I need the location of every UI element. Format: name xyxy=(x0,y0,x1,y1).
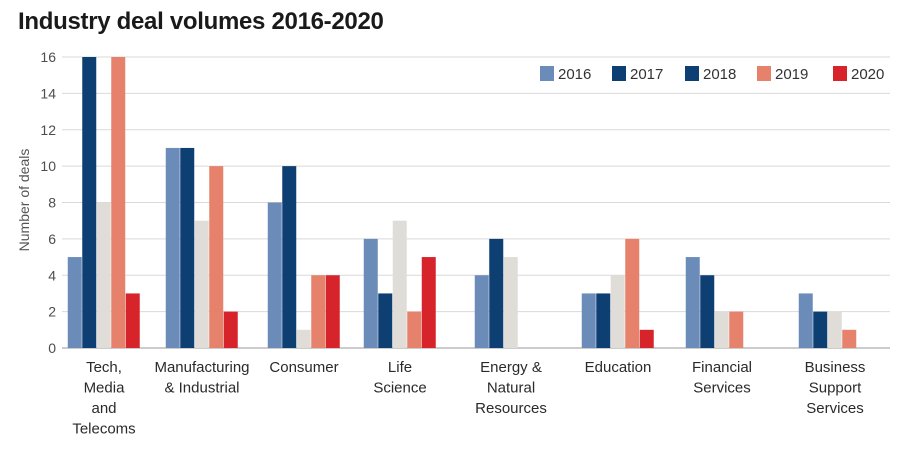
bar xyxy=(311,275,326,348)
x-tick-label: Life Science xyxy=(373,359,426,397)
bar xyxy=(581,293,596,348)
legend-label: 2020 xyxy=(851,66,884,83)
bar xyxy=(813,311,828,348)
bar xyxy=(700,275,715,348)
bar xyxy=(267,202,282,348)
y-tick-label: 10 xyxy=(40,158,56,174)
bars xyxy=(67,57,857,348)
bar xyxy=(827,311,842,348)
y-axis-ticks: 0 2 4 6 8 10 12 14 16 xyxy=(40,49,56,356)
x-tick-label: Tech, Media and Telecoms xyxy=(72,359,135,438)
bar xyxy=(421,257,436,348)
bar xyxy=(67,257,82,348)
chart-title: Industry deal volumes 2016-2020 xyxy=(18,8,384,35)
y-tick-label: 12 xyxy=(40,122,56,138)
legend-label: 2018 xyxy=(703,66,736,83)
bar xyxy=(407,311,422,348)
x-tick-label: Consumer xyxy=(269,359,338,376)
bar xyxy=(596,293,611,348)
y-tick-label: 14 xyxy=(40,85,56,101)
bar xyxy=(165,147,180,348)
y-tick-label: 16 xyxy=(40,49,56,65)
x-tick-label: Education xyxy=(585,359,652,376)
y-tick-label: 0 xyxy=(48,340,56,356)
y-axis-label: Number of deals xyxy=(16,149,32,252)
bar xyxy=(378,293,393,348)
bar xyxy=(685,257,700,348)
bar xyxy=(714,311,729,348)
bar xyxy=(194,220,209,348)
bar xyxy=(474,275,489,348)
bar xyxy=(363,238,378,348)
y-tick-label: 8 xyxy=(48,195,56,211)
bar xyxy=(325,275,340,348)
y-tick-label: 2 xyxy=(48,304,56,320)
bar xyxy=(282,166,297,348)
bar xyxy=(503,257,518,348)
legend: 2016 2017 2018 2019 2020 xyxy=(540,66,884,83)
legend-swatch xyxy=(540,66,554,81)
y-tick-label: 6 xyxy=(48,231,56,247)
bar xyxy=(111,57,126,348)
legend-swatch xyxy=(757,66,771,81)
legend-label: 2017 xyxy=(630,66,663,83)
bar xyxy=(610,275,625,348)
bar xyxy=(209,166,224,348)
legend-swatch xyxy=(685,66,699,81)
y-tick-label: 4 xyxy=(48,267,56,283)
bar xyxy=(392,220,407,348)
bar xyxy=(489,238,504,348)
x-tick-label: Business Support Services xyxy=(805,359,866,417)
bar xyxy=(180,147,195,348)
bar xyxy=(96,202,111,348)
x-tick-label: Manufacturing & Industrial xyxy=(154,359,249,397)
bar xyxy=(842,329,857,348)
bar xyxy=(125,293,140,348)
legend-swatch xyxy=(612,66,626,81)
x-tick-label: Financial Services xyxy=(692,359,752,397)
bar xyxy=(82,57,97,348)
legend-label: 2016 xyxy=(558,66,591,83)
bar xyxy=(729,311,744,348)
category-labels: Tech, Media and Telecoms Manufacturing & Indu… xyxy=(72,359,865,438)
legend-label: 2019 xyxy=(775,66,808,83)
bar xyxy=(296,329,311,348)
legend-swatch xyxy=(833,66,847,81)
x-tick-label: Energy & Natural Resources xyxy=(475,359,547,417)
bar xyxy=(798,293,813,348)
bar xyxy=(639,329,654,348)
bar xyxy=(625,238,640,348)
bar xyxy=(223,311,238,348)
